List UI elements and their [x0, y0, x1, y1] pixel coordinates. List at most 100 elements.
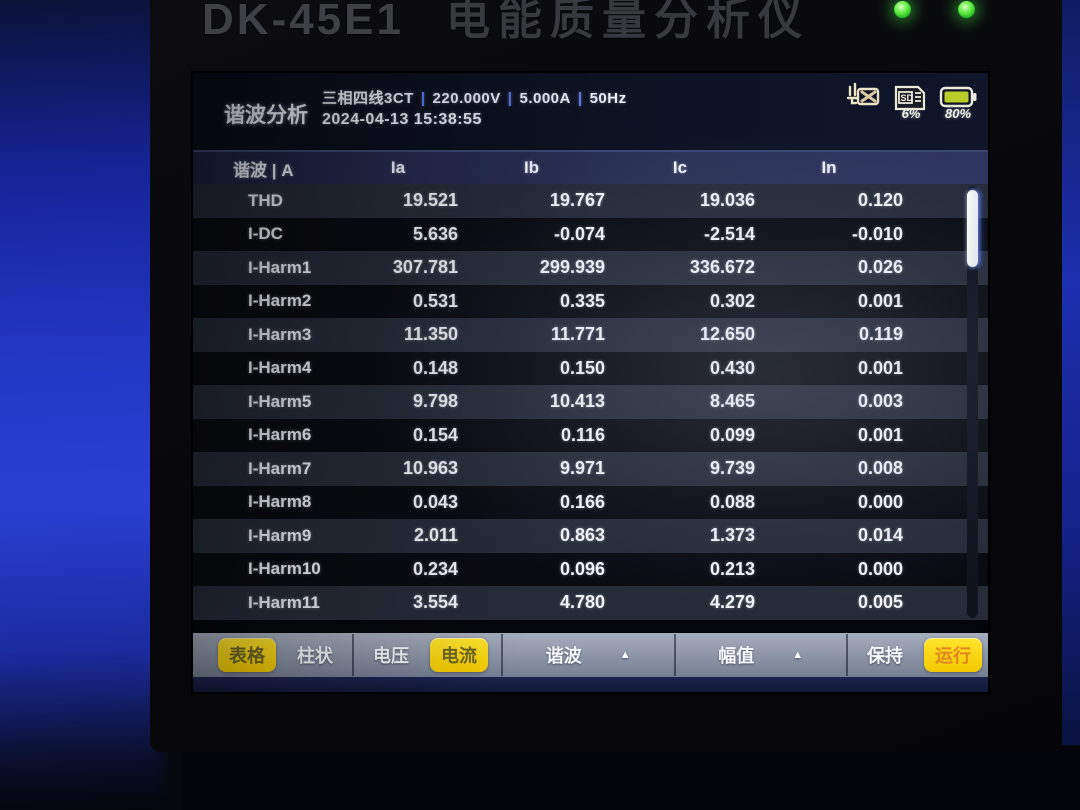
table-row[interactable]: I-DC 5.636 -0.074 -2.514 -0.010 — [193, 217, 988, 251]
table-row[interactable]: I-Harm2 0.531 0.335 0.302 0.001 — [193, 284, 988, 318]
frequency: 50Hz — [589, 90, 627, 107]
cell-ic: 0.088 — [709, 491, 755, 512]
device-front-panel: DK-45E1 电能质量分析仪 谐波分析 三相四线3CT | 220.000V | 5.0… — [150, 0, 1062, 752]
cell-in: 0.000 — [857, 491, 903, 512]
cell-ic: 0.430 — [709, 357, 755, 378]
nominal-voltage: 220.000V — [432, 90, 501, 107]
toolbar-divider — [846, 634, 848, 676]
table-row[interactable]: I-Harm10 0.234 0.096 0.213 0.000 — [193, 552, 988, 586]
table-row[interactable]: I-Harm1 307.781 299.939 336.672 0.026 — [193, 251, 988, 285]
table-row[interactable]: I-Harm7 10.963 9.971 9.739 0.008 — [193, 452, 988, 486]
row-label: I-Harm8 — [248, 492, 312, 512]
cell-ic: 1.373 — [709, 525, 755, 546]
table-row[interactable]: I-Harm5 9.798 10.413 8.465 0.003 — [193, 385, 988, 419]
harmonic-selector[interactable]: 谐波 ▲ — [516, 633, 661, 677]
row-label: I-Harm9 — [248, 525, 312, 545]
wiring-mode: 三相四线3CT — [322, 90, 414, 107]
table-row[interactable]: THD 19.521 19.767 19.036 0.120 — [193, 184, 988, 218]
column-header-harmonic: 谐波 | A — [233, 160, 294, 180]
cell-in: 0.001 — [857, 290, 903, 311]
cell-ib: 0.116 — [560, 424, 605, 445]
config-separator: | — [507, 90, 513, 107]
toolbar-divider — [501, 634, 503, 676]
cell-ia: 3.554 — [412, 592, 458, 613]
cell-ic: 0.099 — [709, 424, 755, 445]
device-name: 电能质量分析仪 — [445, 0, 810, 44]
network-disconnected-icon — [844, 79, 884, 119]
tab-current[interactable]: 电流 — [430, 638, 488, 672]
cell-ib: 10.413 — [549, 391, 605, 412]
column-header-ic: Ic — [672, 158, 688, 177]
cell-ib: 0.863 — [559, 525, 605, 546]
sd-card-icon: SD 6% — [891, 79, 931, 121]
row-label: I-Harm11 — [248, 592, 320, 612]
arrow-up-icon: ▲ — [619, 649, 631, 661]
config-separator: | — [577, 90, 583, 107]
cell-ib: 0.150 — [559, 357, 605, 378]
harmonics-table: THD 19.521 19.767 19.036 0.120 I-DC 5.63… — [193, 184, 988, 620]
tab-table-view[interactable]: 表格 — [218, 638, 276, 672]
cell-ia: 0.043 — [412, 491, 458, 512]
cell-in: 0.026 — [857, 257, 903, 278]
toolbar-divider — [352, 634, 354, 676]
amplitude-selector-label: 幅值 — [718, 646, 755, 666]
cell-in: 0.001 — [857, 424, 903, 445]
scrollbar-track[interactable] — [967, 186, 978, 618]
cell-ib: -0.074 — [553, 223, 605, 244]
nominal-current: 5.000A — [519, 90, 571, 107]
scrollbar-thumb[interactable] — [967, 190, 978, 267]
cell-ib: 11.771 — [550, 324, 605, 345]
row-label: I-Harm10 — [248, 559, 321, 579]
svg-text:SD: SD — [901, 93, 914, 103]
cell-in: 0.001 — [857, 357, 903, 378]
table-row[interactable]: I-Harm3 11.350 11.771 12.650 0.119 — [193, 318, 988, 352]
table-row[interactable]: I-Harm6 0.154 0.116 0.099 0.001 — [193, 418, 988, 452]
cell-ia: 0.154 — [412, 424, 458, 445]
device-case-left — [0, 0, 182, 810]
column-header-in: In — [821, 158, 837, 177]
toolbar-divider — [673, 634, 676, 676]
row-label: I-DC — [248, 224, 283, 244]
cell-ib: 4.780 — [559, 592, 605, 613]
tab-voltage[interactable]: 电压 — [367, 638, 415, 672]
battery-icon: 80% — [938, 79, 978, 121]
table-row[interactable]: I-Harm9 2.011 0.863 1.373 0.014 — [193, 519, 988, 553]
column-header-ib: Ib — [523, 158, 540, 177]
cell-ib: 0.335 — [559, 290, 605, 311]
row-label: I-Harm7 — [248, 458, 312, 478]
hold-button[interactable]: 保持 — [861, 638, 909, 672]
device-model-line: DK-45E1 电能质量分析仪 — [202, 0, 810, 47]
cell-ib: 19.767 — [549, 190, 605, 211]
config-separator: | — [420, 90, 426, 107]
amplitude-selector[interactable]: 幅值 ▲ — [689, 633, 834, 677]
cell-ic: 19.036 — [699, 190, 755, 211]
cell-ib: 0.166 — [559, 491, 605, 512]
table-row[interactable]: I-Harm4 0.148 0.150 0.430 0.001 — [193, 351, 988, 385]
cell-in: 0.000 — [857, 558, 903, 579]
table-header: 谐波 | A Ia Ib Ic In — [193, 150, 988, 184]
measurement-config: 三相四线3CT | 220.000V | 5.000A | 50Hz — [322, 87, 627, 108]
cell-ib: 299.939 — [539, 257, 605, 278]
row-label: I-Harm4 — [248, 358, 312, 378]
cell-ia: 19.521 — [402, 190, 458, 211]
cell-in: -0.010 — [851, 223, 903, 244]
table-row[interactable]: I-Harm11 3.554 4.780 4.279 0.005 — [193, 586, 988, 620]
cell-ib: 9.971 — [559, 458, 605, 479]
cell-ia: 5.636 — [412, 223, 458, 244]
row-label: I-Harm1 — [248, 257, 312, 277]
run-button[interactable]: 运行 — [924, 638, 982, 672]
row-label: I-Harm6 — [248, 425, 312, 445]
status-icons: SD 6% 80% — [844, 79, 978, 121]
cell-in: 0.008 — [857, 458, 903, 479]
power-led — [894, 1, 911, 18]
cell-in: 0.014 — [857, 525, 903, 546]
page-title: 谐波分析 — [224, 104, 308, 127]
tab-bar-view[interactable]: 柱状 — [291, 638, 339, 672]
sd-usage-percent: 6% — [901, 106, 921, 121]
table-row[interactable]: I-Harm8 0.043 0.166 0.088 0.000 — [193, 485, 988, 519]
cell-ia: 2.011 — [413, 525, 458, 546]
arrow-up-icon: ▲ — [792, 649, 804, 661]
cell-ic: 0.213 — [709, 558, 755, 579]
cell-ic: 336.672 — [689, 257, 755, 278]
